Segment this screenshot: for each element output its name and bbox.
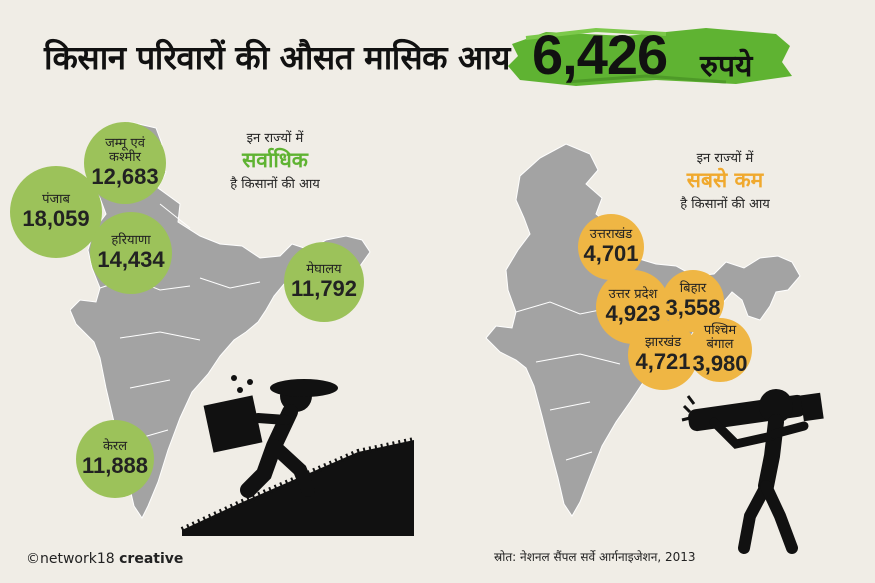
state-name: झारखंड bbox=[644, 335, 682, 350]
state-bubble-uttarakhand: उत्तराखंड 4,701 bbox=[578, 214, 644, 280]
state-bubble-kerala: केरल 11,888 bbox=[76, 420, 154, 498]
state-income: 12,683 bbox=[91, 164, 159, 189]
state-income: 11,792 bbox=[290, 276, 358, 301]
man-carrying-bundle-illustration bbox=[681, 389, 824, 554]
state-income: 14,434 bbox=[97, 247, 165, 272]
state-income: 3,558 bbox=[665, 295, 721, 320]
state-income: 3,980 bbox=[692, 351, 748, 376]
state-bubble-haryana: हरियाणा 14,434 bbox=[90, 212, 172, 294]
state-bubble-jammu-kashmir: जम्मू एवं कश्मीर 12,683 bbox=[84, 122, 166, 204]
highest-caption: इन राज्यों में सर्वाधिक है किसानों की आय bbox=[200, 128, 350, 192]
credit-suffix: creative bbox=[119, 551, 184, 567]
state-bubble-meghalaya: मेघालय 11,792 bbox=[284, 242, 364, 322]
credit-prefix: ©network18 bbox=[26, 551, 115, 567]
state-name: उत्तराखंड bbox=[589, 227, 633, 242]
lowest-caption-keyword: सबसे कम bbox=[686, 168, 764, 192]
state-name: उत्तर प्रदेश bbox=[608, 287, 658, 302]
currency-label: रुपये bbox=[700, 49, 753, 84]
state-income: 4,701 bbox=[583, 241, 639, 266]
highest-caption-line3: है किसानों की आय bbox=[230, 177, 320, 192]
state-income: 18,059 bbox=[22, 206, 90, 231]
state-name: हरियाणा bbox=[111, 233, 151, 248]
page-title: किसान परिवारों की औसत मासिक आय bbox=[44, 38, 510, 77]
state-name: पंजाब bbox=[42, 192, 70, 207]
highest-caption-line1: इन राज्यों में bbox=[246, 131, 304, 146]
lowest-caption-line1: इन राज्यों में bbox=[696, 151, 754, 166]
credit-logo: ©network18 creative bbox=[26, 551, 183, 567]
state-bubble-jharkhand: झारखंड 4,721 bbox=[628, 320, 698, 390]
state-name: जम्मू एवं कश्मीर bbox=[105, 136, 145, 165]
lowest-caption-line3: है किसानों की आय bbox=[680, 197, 770, 212]
state-name: बिहार bbox=[679, 281, 707, 296]
lowest-caption: इन राज्यों में सबसे कम है किसानों की आय bbox=[650, 148, 800, 212]
source-note: स्रोत: नेशनल सैंपल सर्वे आर्गनाइजेशन, 20… bbox=[494, 550, 696, 564]
highlight-brush-stroke bbox=[508, 27, 792, 86]
state-income: 11,888 bbox=[81, 453, 149, 478]
state-bubble-bihar: बिहार 3,558 bbox=[662, 270, 724, 332]
state-income: 4,721 bbox=[635, 349, 691, 374]
state-name: केरल bbox=[102, 439, 128, 454]
highest-caption-keyword: सर्वाधिक bbox=[242, 148, 308, 172]
state-bubble-punjab: पंजाब 18,059 bbox=[10, 166, 102, 258]
average-income-value: 6,426 bbox=[532, 23, 668, 86]
state-name: मेघालय bbox=[306, 262, 342, 277]
farmer-sowing-illustration bbox=[180, 375, 415, 536]
state-bubble-west-bengal: पश्चिम बंगाल 3,980 bbox=[688, 318, 752, 382]
state-name: पश्चिम बंगाल bbox=[703, 323, 737, 352]
